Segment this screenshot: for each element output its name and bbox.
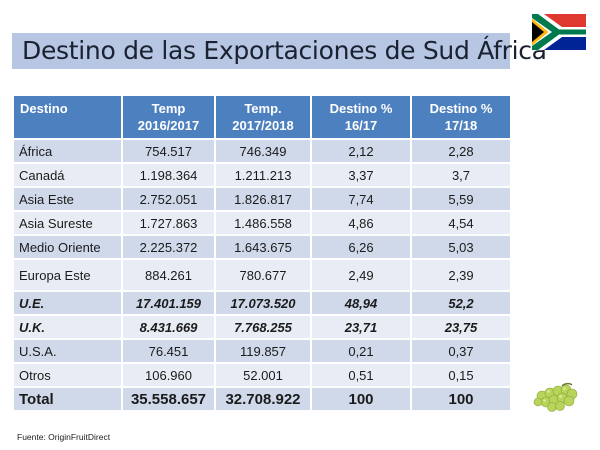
south-africa-flag-icon	[532, 14, 586, 50]
slide-title: Destino de las Exportaciones de Sud Áfri…	[22, 36, 547, 65]
cell-temp-2016-2017: 106.960	[122, 363, 216, 388]
cell-temp-2016-2017: 2.225.372	[122, 235, 216, 260]
cell-temp-2017-2018: 746.349	[215, 139, 312, 164]
cell-temp-2017-2018: 17.073.520	[215, 291, 312, 316]
cell-pct-17-18: 5,59	[411, 187, 512, 212]
cell-temp-2017-2018: 119.857	[215, 339, 312, 364]
cell-destino: Canadá	[14, 163, 123, 188]
header-destino-pct-17-18: Destino % 17/18	[411, 96, 512, 140]
cell-destino: U.K.	[14, 315, 123, 340]
cell-temp-2016-2017: 2.752.051	[122, 187, 216, 212]
cell-temp-2016-2017: 76.451	[122, 339, 216, 364]
cell-pct-17-18: 0,15	[411, 363, 512, 388]
cell-pct-17-18: 2,39	[411, 259, 512, 292]
cell-temp-2017-2018: 1.486.558	[215, 211, 312, 236]
cell-temp-2016-2017: 35.558.657	[122, 387, 216, 412]
cell-destino: Asia Este	[14, 187, 123, 212]
cell-temp-2016-2017: 17.401.159	[122, 291, 216, 316]
title-bar	[12, 33, 510, 69]
table-row: Asia Este 2.752.051 1.826.817 7,74 5,59	[14, 187, 512, 212]
cell-temp-2016-2017: 8.431.669	[122, 315, 216, 340]
cell-pct-16-17: 48,94	[311, 291, 412, 316]
cell-pct-17-18: 2,28	[411, 139, 512, 164]
cell-pct-16-17: 7,74	[311, 187, 412, 212]
cell-pct-17-18: 5,03	[411, 235, 512, 260]
cell-pct-16-17: 6,26	[311, 235, 412, 260]
cell-pct-16-17: 23,71	[311, 315, 412, 340]
table-row: U.K. 8.431.669 7.768.255 23,71 23,75	[14, 315, 512, 340]
cell-temp-2017-2018: 780.677	[215, 259, 312, 292]
cell-pct-16-17: 2,12	[311, 139, 412, 164]
header-destino: Destino	[14, 96, 123, 140]
header-temp-2016-2017: Temp 2016/2017	[122, 96, 216, 140]
cell-pct-17-18: 100	[411, 387, 512, 412]
cell-pct-16-17: 2,49	[311, 259, 412, 292]
cell-pct-17-18: 4,54	[411, 211, 512, 236]
table-row: Europa Este 884.261 780.677 2,49 2,39	[14, 259, 512, 292]
cell-destino: U.S.A.	[14, 339, 123, 364]
exports-table: Destino Temp 2016/2017 Temp. 2017/2018 Des…	[14, 96, 512, 412]
cell-destino: Medio Oriente	[14, 235, 123, 260]
cell-pct-17-18: 0,37	[411, 339, 512, 364]
table-row: Asia Sureste 1.727.863 1.486.558 4,86 4,…	[14, 211, 512, 236]
header-temp-2017-2018: Temp. 2017/2018	[215, 96, 312, 140]
table-row-total: Total 35.558.657 32.708.922 100 100	[14, 387, 512, 412]
cell-pct-16-17: 0,51	[311, 363, 412, 388]
cell-destino: U.E.	[14, 291, 123, 316]
cell-pct-16-17: 100	[311, 387, 412, 412]
cell-destino: África	[14, 139, 123, 164]
table-row: Otros 106.960 52.001 0,51 0,15	[14, 363, 512, 388]
table-header-row: Destino Temp 2016/2017 Temp. 2017/2018 Des…	[14, 96, 512, 140]
cell-pct-16-17: 0,21	[311, 339, 412, 364]
cell-pct-16-17: 4,86	[311, 211, 412, 236]
cell-destino: Europa Este	[14, 259, 123, 292]
cell-temp-2017-2018: 7.768.255	[215, 315, 312, 340]
table-row: U.S.A. 76.451 119.857 0,21 0,37	[14, 339, 512, 364]
cell-pct-17-18: 23,75	[411, 315, 512, 340]
cell-pct-16-17: 3,37	[311, 163, 412, 188]
cell-temp-2017-2018: 1.826.817	[215, 187, 312, 212]
cell-temp-2016-2017: 1.198.364	[122, 163, 216, 188]
green-grapes-icon	[533, 382, 578, 412]
cell-destino: Total	[14, 387, 123, 412]
cell-temp-2017-2018: 52.001	[215, 363, 312, 388]
table-row: África 754.517 746.349 2,12 2,28	[14, 139, 512, 164]
cell-temp-2017-2018: 1.211.213	[215, 163, 312, 188]
cell-pct-17-18: 3,7	[411, 163, 512, 188]
cell-temp-2016-2017: 884.261	[122, 259, 216, 292]
cell-temp-2016-2017: 1.727.863	[122, 211, 216, 236]
table-row: U.E. 17.401.159 17.073.520 48,94 52,2	[14, 291, 512, 316]
cell-destino: Otros	[14, 363, 123, 388]
cell-pct-17-18: 52,2	[411, 291, 512, 316]
cell-temp-2016-2017: 754.517	[122, 139, 216, 164]
cell-temp-2017-2018: 32.708.922	[215, 387, 312, 412]
cell-temp-2017-2018: 1.643.675	[215, 235, 312, 260]
table-row: Canadá 1.198.364 1.211.213 3,37 3,7	[14, 163, 512, 188]
table-row: Medio Oriente 2.225.372 1.643.675 6,26 5…	[14, 235, 512, 260]
source-note: Fuente: OriginFruitDirect	[17, 432, 111, 442]
header-destino-pct-16-17: Destino % 16/17	[311, 96, 412, 140]
cell-destino: Asia Sureste	[14, 211, 123, 236]
